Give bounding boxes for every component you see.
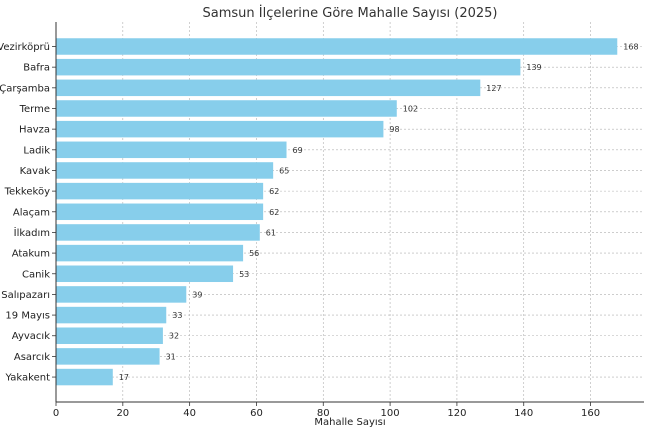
- bar-value-label: 62: [269, 187, 279, 196]
- x-tick-label: 140: [514, 408, 533, 419]
- bar-value-label: 127: [486, 84, 501, 93]
- bar: [56, 265, 234, 283]
- category-label: Asarcık: [14, 352, 50, 363]
- bar: [56, 38, 618, 55]
- bar-value-label: 102: [403, 104, 418, 113]
- bar: [56, 306, 167, 324]
- bar-value-label: 61: [266, 228, 276, 237]
- x-tick-label: 80: [317, 408, 330, 419]
- axes: [55, 22, 644, 403]
- bar: [56, 141, 287, 159]
- bar-value-label: 32: [169, 332, 179, 341]
- bar-value-label: 62: [269, 208, 279, 217]
- x-axis-label: Mahalle Sayısı: [314, 417, 385, 428]
- bar: [56, 286, 187, 303]
- bar-value-label: 53: [239, 270, 249, 279]
- category-label: Vezirköprü: [0, 42, 50, 53]
- bar-value-label: 33: [172, 311, 182, 320]
- bar: [56, 203, 264, 221]
- category-label: Ladik: [23, 145, 50, 156]
- bar: [56, 182, 264, 200]
- bar: [56, 327, 163, 344]
- bar: [56, 58, 521, 76]
- x-tick-label: 120: [447, 408, 466, 419]
- category-label: Ayvacık: [12, 331, 50, 342]
- x-tick-label: 20: [116, 408, 129, 419]
- bar-value-label: 39: [192, 290, 202, 299]
- bar: [56, 348, 160, 365]
- category-label: Havza: [19, 125, 50, 136]
- bar: [56, 100, 397, 117]
- bar-value-label: 56: [249, 249, 259, 258]
- category-label: Yakakent: [5, 373, 51, 384]
- bar: [56, 120, 384, 138]
- category-label: Atakum: [12, 249, 50, 260]
- category-label: Alaçam: [13, 207, 50, 218]
- category-label: 19 Mayıs: [5, 311, 50, 322]
- x-tick-label: 160: [581, 408, 600, 419]
- category-label: Canik: [22, 269, 50, 280]
- category-label: Tekkeköy: [4, 187, 50, 198]
- category-label: Salıpazarı: [1, 290, 50, 301]
- category-label: Çarşamba: [0, 83, 50, 94]
- x-tick-label: 40: [183, 408, 196, 419]
- category-label: İlkadım: [14, 226, 50, 239]
- bar: [56, 244, 244, 262]
- bar: [56, 162, 274, 179]
- x-tick-label: 100: [381, 408, 400, 419]
- bar-value-label: 65: [279, 166, 289, 175]
- bar: [56, 79, 481, 97]
- category-label: Kavak: [20, 166, 51, 177]
- bar: [56, 224, 260, 241]
- bar-value-label: 139: [526, 63, 541, 72]
- bar: [56, 368, 113, 386]
- bar-value-label: 98: [389, 125, 399, 134]
- category-label: Bafra: [23, 63, 50, 74]
- bars: [56, 38, 618, 386]
- chart-title: Samsun İlçelerine Göre Mahalle Sayısı (2…: [202, 5, 497, 21]
- bar-value-label: 168: [623, 43, 638, 52]
- category-label: Terme: [19, 104, 50, 115]
- y-axis-ticks: Vezirköprü Bafra Çarşamba Terme Havza Ladik Ka…: [0, 42, 56, 384]
- data-labels: 168 139 127 102 98 69 65 62 62 61 56 53 39 33 32 31 17: [119, 43, 639, 383]
- x-tick-label: 0: [53, 408, 59, 419]
- bar-value-label: 31: [166, 352, 176, 361]
- bar-value-label: 17: [119, 373, 129, 382]
- x-tick-label: 60: [250, 408, 263, 419]
- bar-value-label: 69: [293, 146, 303, 155]
- x-axis-ticks: 0 20 40 60 80 100 120 140 160: [53, 402, 600, 419]
